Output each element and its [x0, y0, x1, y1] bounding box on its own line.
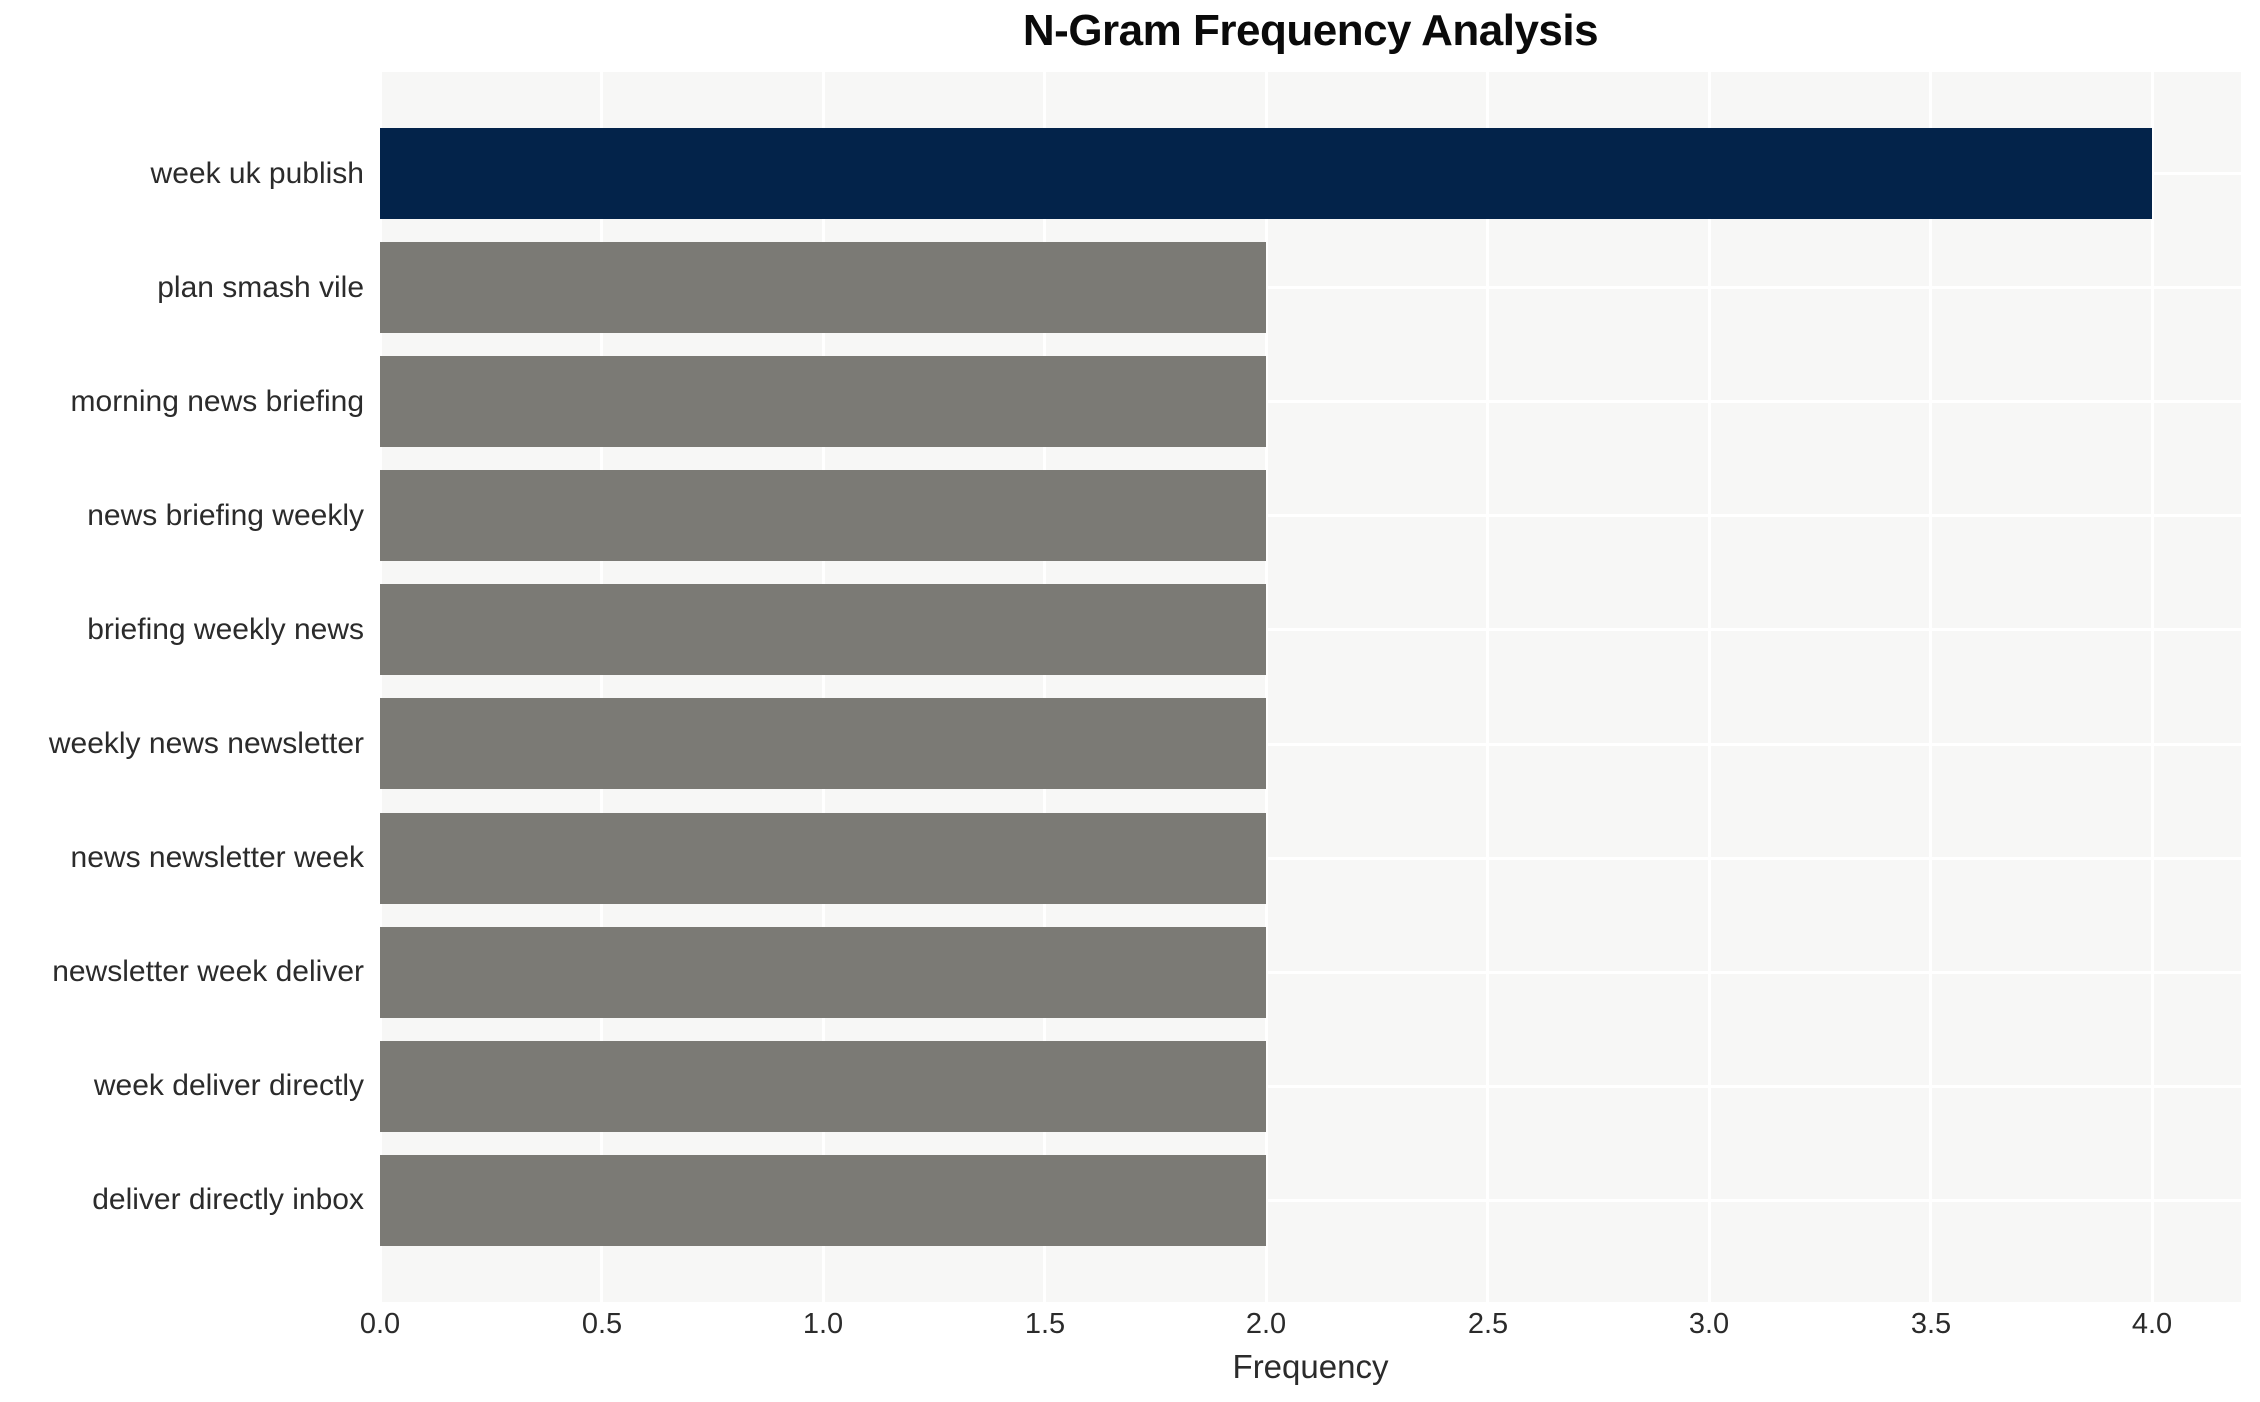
bar — [380, 128, 2152, 219]
gridline-horizontal — [380, 514, 2241, 517]
y-tick-label: week uk publish — [150, 157, 364, 190]
y-tick-label: plan smash vile — [157, 271, 364, 304]
gridline-vertical — [822, 72, 825, 1302]
bar — [380, 584, 1266, 675]
y-tick-label: news newsletter week — [70, 841, 364, 874]
x-tick-label: 3.0 — [1688, 1308, 1730, 1340]
y-tick-label: deliver directly inbox — [92, 1183, 364, 1216]
x-tick-label: 1.0 — [802, 1308, 844, 1340]
bar — [380, 470, 1266, 561]
y-tick-label: briefing weekly news — [87, 613, 364, 646]
gridline-vertical — [1486, 72, 1489, 1302]
bar — [380, 1041, 1266, 1132]
gridline-horizontal — [380, 971, 2241, 974]
y-tick-label: week deliver directly — [93, 1069, 364, 1102]
gridline-horizontal — [380, 743, 2241, 746]
x-tick-label: 0.0 — [359, 1308, 401, 1340]
y-tick-label: weekly news newsletter — [48, 727, 364, 760]
x-tick-label: 4.0 — [2131, 1308, 2173, 1340]
x-tick-label: 2.0 — [1245, 1308, 1287, 1340]
x-tick-label: 3.5 — [1910, 1308, 1952, 1340]
gridline-vertical — [600, 72, 603, 1302]
x-tick-label: 0.5 — [581, 1308, 623, 1340]
x-axis-title: Frequency — [1232, 1348, 1389, 1385]
x-tick-label: 1.5 — [1024, 1308, 1066, 1340]
y-tick-label: news briefing weekly — [87, 499, 364, 532]
x-tick-label: 2.5 — [1467, 1308, 1509, 1340]
bar — [380, 1155, 1266, 1246]
chart-title: N-Gram Frequency Analysis — [1022, 6, 1599, 55]
gridline-horizontal — [380, 400, 2241, 403]
gridline-horizontal — [380, 1199, 2241, 1202]
gridline-horizontal — [380, 628, 2241, 631]
gridline-vertical — [1708, 72, 1711, 1302]
gridline-horizontal — [380, 286, 2241, 289]
y-tick-label: morning news briefing — [70, 385, 364, 418]
bar — [380, 813, 1266, 904]
plot-area — [379, 72, 2241, 1302]
gridline-vertical — [2151, 72, 2154, 1302]
gridline-vertical — [1265, 72, 1268, 1302]
gridline-vertical — [379, 72, 382, 1302]
gridline-horizontal — [380, 1085, 2241, 1088]
bar — [380, 356, 1266, 447]
gridline-vertical — [1043, 72, 1046, 1302]
gridline-vertical — [1929, 72, 1932, 1302]
bar — [380, 698, 1266, 789]
bar — [380, 242, 1266, 333]
y-tick-label: newsletter week deliver — [52, 955, 364, 988]
bar — [380, 927, 1266, 1018]
gridline-horizontal — [380, 857, 2241, 860]
